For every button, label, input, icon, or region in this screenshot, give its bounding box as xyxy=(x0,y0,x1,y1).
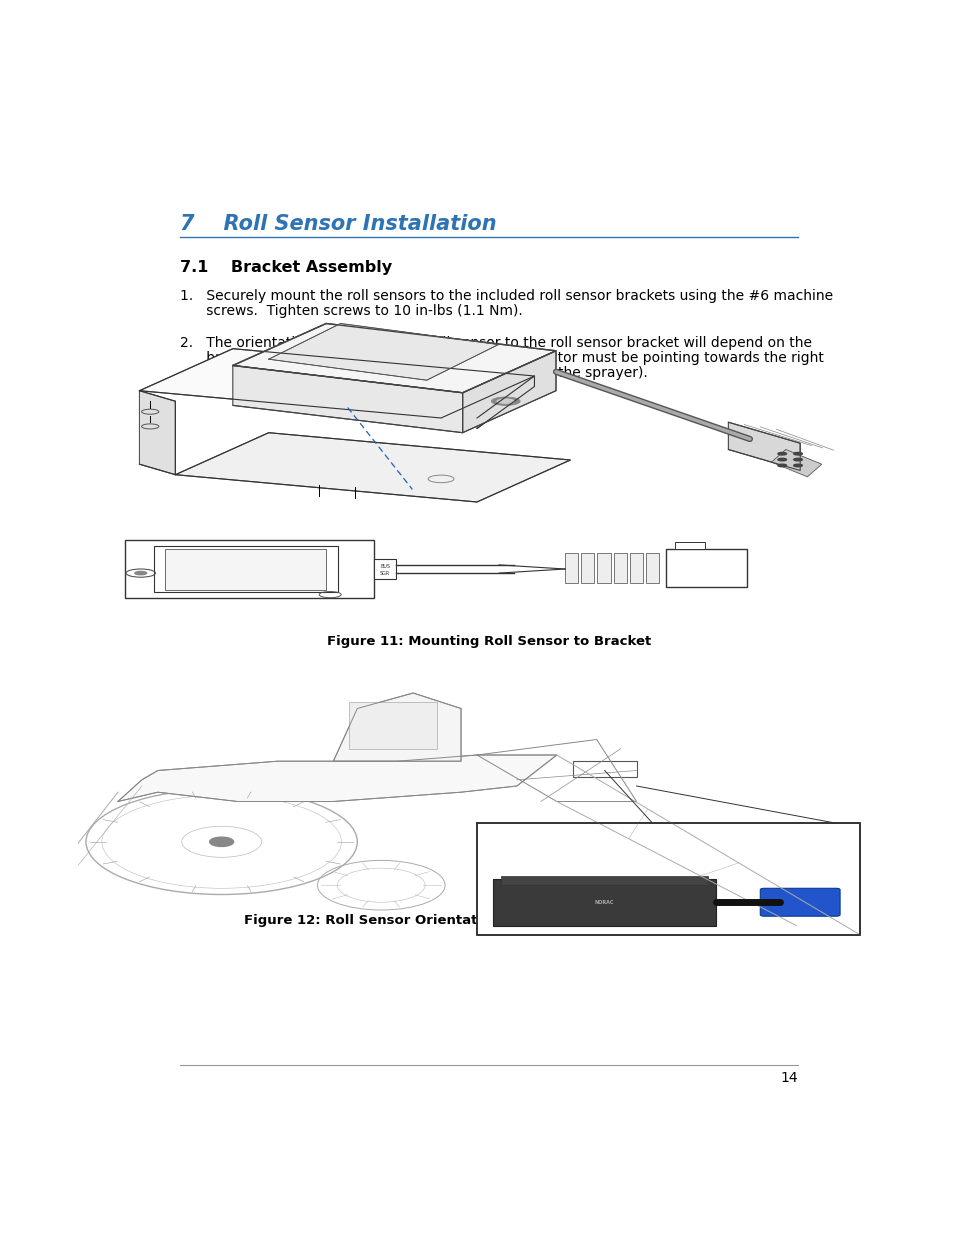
Bar xyxy=(597,552,610,583)
Polygon shape xyxy=(727,422,800,471)
Text: bracket mounting.  The roll sensor CANbus connector must be pointing towards the: bracket mounting. The roll sensor CANbus… xyxy=(179,351,822,366)
Circle shape xyxy=(793,464,801,467)
Circle shape xyxy=(210,837,233,846)
Bar xyxy=(564,552,578,583)
Bar xyxy=(645,552,659,583)
Bar xyxy=(666,548,746,588)
Bar xyxy=(493,879,716,925)
Circle shape xyxy=(777,452,785,454)
Bar xyxy=(153,546,337,592)
Polygon shape xyxy=(476,824,860,935)
Circle shape xyxy=(777,458,785,461)
Circle shape xyxy=(496,399,515,404)
Bar xyxy=(675,542,704,548)
Text: 2.   The orientation of the mounted roll sensor to the roll sensor bracket will : 2. The orientation of the mounted roll s… xyxy=(179,336,811,350)
Bar xyxy=(165,548,326,589)
Bar xyxy=(500,876,708,885)
Polygon shape xyxy=(771,450,821,477)
Polygon shape xyxy=(462,351,556,432)
Text: 7    Roll Sensor Installation: 7 Roll Sensor Installation xyxy=(179,214,496,233)
Text: BUS: BUS xyxy=(380,564,390,569)
Bar xyxy=(125,540,374,598)
Text: NORAC: NORAC xyxy=(595,900,614,905)
Text: side of the sprayer (when looking from the rear of the sprayer).: side of the sprayer (when looking from t… xyxy=(179,366,647,380)
Circle shape xyxy=(134,572,147,574)
Polygon shape xyxy=(139,348,534,417)
Text: 1.   Securely mount the roll sensors to the included roll sensor brackets using : 1. Securely mount the roll sensors to th… xyxy=(179,289,832,303)
Polygon shape xyxy=(139,390,175,474)
Bar xyxy=(629,552,642,583)
Text: 7.1    Bracket Assembly: 7.1 Bracket Assembly xyxy=(179,259,392,275)
Circle shape xyxy=(793,458,801,461)
Polygon shape xyxy=(233,366,462,432)
Bar xyxy=(613,552,626,583)
Circle shape xyxy=(491,396,519,405)
Bar xyxy=(580,552,594,583)
Circle shape xyxy=(777,464,785,467)
Text: Figure 12: Roll Sensor Orientation - Connector Facing Right Wing: Figure 12: Roll Sensor Orientation - Con… xyxy=(244,914,733,926)
FancyBboxPatch shape xyxy=(760,888,840,916)
Polygon shape xyxy=(333,693,460,761)
Text: screws.  Tighten screws to 10 in-lbs (1.1 Nm).: screws. Tighten screws to 10 in-lbs (1.1… xyxy=(179,304,522,319)
Text: SGR: SGR xyxy=(379,571,390,576)
Text: Figure 11: Mounting Roll Sensor to Bracket: Figure 11: Mounting Roll Sensor to Brack… xyxy=(327,635,650,648)
Bar xyxy=(572,761,636,777)
Polygon shape xyxy=(476,375,534,429)
Bar xyxy=(374,558,395,579)
Polygon shape xyxy=(233,324,556,393)
Circle shape xyxy=(793,452,801,454)
Polygon shape xyxy=(269,324,498,380)
Bar xyxy=(349,703,436,748)
Text: 14: 14 xyxy=(780,1071,798,1084)
Polygon shape xyxy=(118,755,557,802)
Polygon shape xyxy=(175,432,570,501)
